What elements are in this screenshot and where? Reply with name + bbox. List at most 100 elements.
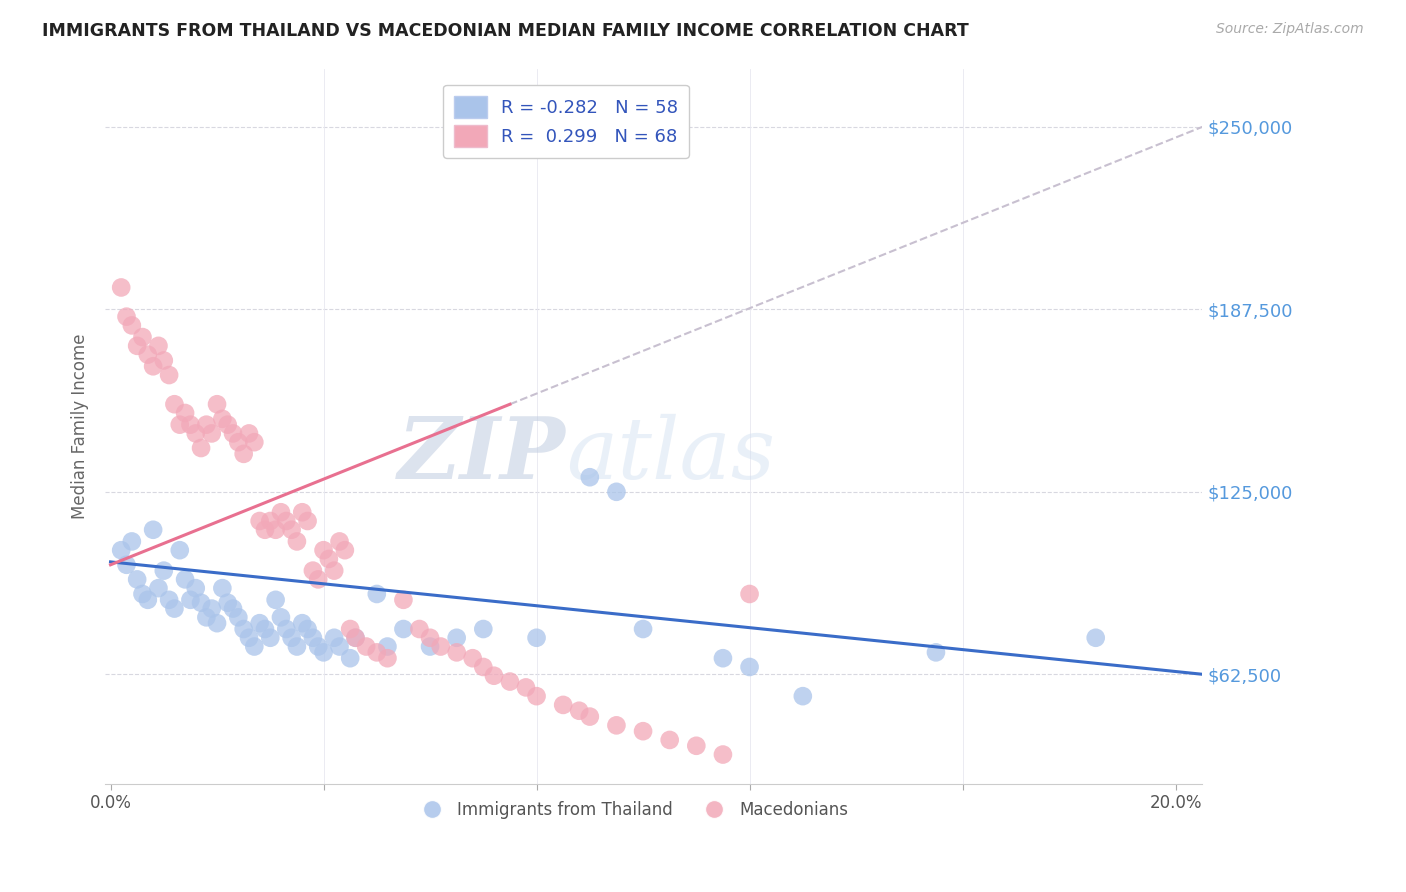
Point [110, 543, 132, 558]
Point [297, 622, 319, 636]
Point [190, 441, 212, 455]
Point [238, 426, 260, 441]
Point [222, 601, 245, 615]
Point [228, 610, 250, 624]
Point [217, 417, 239, 432]
Point [152, 353, 174, 368]
Point [429, 640, 451, 654]
Point [605, 718, 627, 732]
Point [228, 435, 250, 450]
Point [307, 573, 329, 587]
Point [631, 724, 654, 739]
Point [253, 523, 276, 537]
Point [605, 484, 627, 499]
Point [578, 470, 600, 484]
Point [127, 339, 149, 353]
Point [276, 514, 298, 528]
Point [738, 660, 761, 674]
Point [354, 640, 377, 654]
Point [148, 339, 170, 353]
Point [184, 426, 207, 441]
Point [472, 622, 495, 636]
Point [121, 318, 143, 333]
Point [408, 622, 430, 636]
Point [222, 426, 245, 441]
Point [264, 523, 287, 537]
Point [174, 406, 197, 420]
Point [157, 368, 180, 382]
Point [142, 359, 165, 374]
Point [259, 514, 281, 528]
Point [392, 592, 415, 607]
Point [711, 747, 734, 762]
Point [201, 426, 224, 441]
Point [243, 640, 266, 654]
Point [285, 534, 308, 549]
Point [148, 581, 170, 595]
Point [302, 564, 325, 578]
Point [280, 631, 302, 645]
Point [472, 660, 495, 674]
Point [157, 592, 180, 607]
Point [115, 310, 138, 324]
Text: IMMIGRANTS FROM THAILAND VS MACEDONIAN MEDIAN FAMILY INCOME CORRELATION CHART: IMMIGRANTS FROM THAILAND VS MACEDONIAN M… [42, 22, 969, 40]
Point [110, 280, 132, 294]
Point [323, 631, 346, 645]
Y-axis label: Median Family Income: Median Family Income [72, 334, 89, 519]
Point [631, 622, 654, 636]
Point [238, 631, 260, 645]
Point [163, 397, 186, 411]
Point [285, 640, 308, 654]
Point [259, 631, 281, 645]
Point [280, 523, 302, 537]
Point [1084, 631, 1107, 645]
Point [169, 417, 191, 432]
Point [377, 640, 399, 654]
Point [249, 514, 271, 528]
Point [291, 505, 314, 519]
Point [217, 596, 239, 610]
Point [333, 543, 356, 558]
Point [446, 631, 468, 645]
Point [297, 514, 319, 528]
Point [685, 739, 707, 753]
Point [461, 651, 484, 665]
Point [328, 534, 350, 549]
Point [232, 447, 254, 461]
Point [131, 587, 153, 601]
Point [339, 622, 361, 636]
Point [253, 622, 276, 636]
Point [136, 592, 159, 607]
Point [318, 552, 340, 566]
Point [578, 709, 600, 723]
Point [344, 631, 367, 645]
Point [302, 631, 325, 645]
Point [270, 610, 292, 624]
Point [925, 645, 948, 659]
Point [270, 505, 292, 519]
Point [115, 558, 138, 572]
Point [205, 397, 228, 411]
Point [264, 592, 287, 607]
Point [201, 601, 224, 615]
Point [243, 435, 266, 450]
Point [174, 573, 197, 587]
Point [179, 592, 201, 607]
Point [190, 596, 212, 610]
Point [711, 651, 734, 665]
Point [131, 330, 153, 344]
Point [446, 645, 468, 659]
Text: Source: ZipAtlas.com: Source: ZipAtlas.com [1216, 22, 1364, 37]
Point [344, 631, 367, 645]
Point [419, 631, 441, 645]
Point [526, 631, 548, 645]
Point [249, 616, 271, 631]
Point [366, 587, 388, 601]
Point [136, 348, 159, 362]
Point [738, 587, 761, 601]
Point [312, 543, 335, 558]
Point [121, 534, 143, 549]
Point [179, 417, 201, 432]
Point [312, 645, 335, 659]
Point [291, 616, 314, 631]
